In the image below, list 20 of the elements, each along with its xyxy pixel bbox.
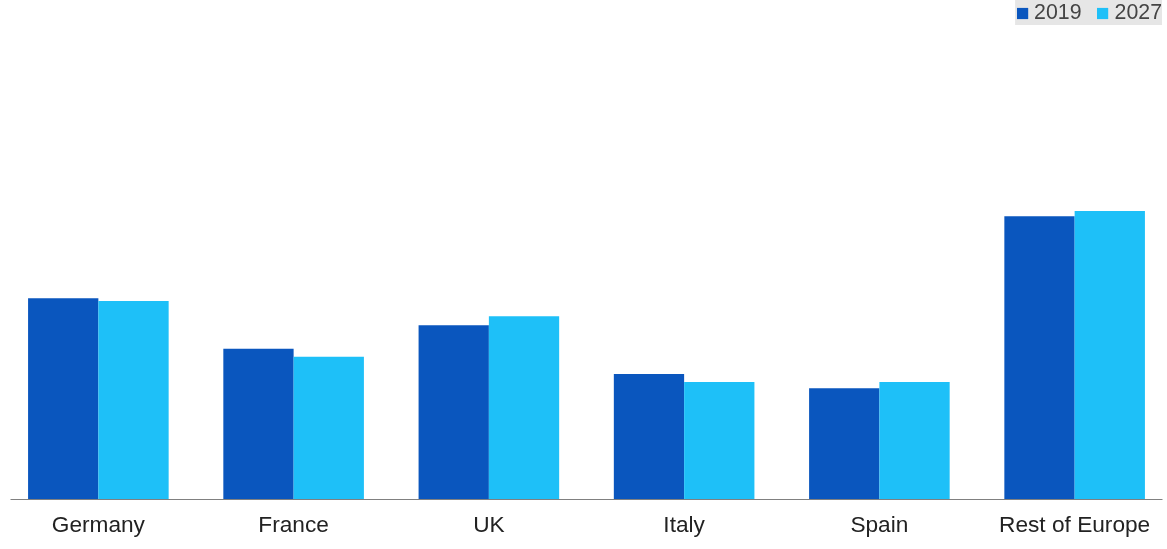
bar [293,356,364,500]
bar [613,374,685,500]
bar [488,316,560,500]
x-tick-label: UK [473,510,505,537]
bar [1004,216,1075,500]
legend-label: 2019 [1034,0,1082,25]
x-tick-label: France [258,510,329,537]
legend-label: 2027 [1114,0,1162,25]
bar [223,348,294,500]
bar [98,301,169,500]
bar [1074,211,1145,500]
bar [879,382,950,500]
x-tick-label: Rest of Europe [999,510,1151,537]
bar [684,382,755,500]
bar [809,388,880,500]
x-tick-label: Spain [850,510,909,537]
bar [28,298,99,500]
bar [418,325,489,500]
x-tick-label: Italy [663,510,706,537]
x-tick-label: Germany [51,510,146,537]
